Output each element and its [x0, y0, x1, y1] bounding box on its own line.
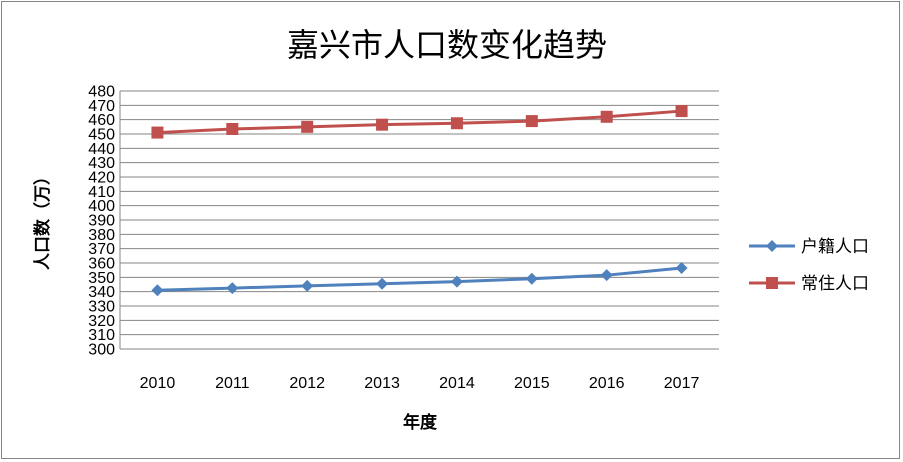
data-point: [226, 282, 239, 295]
legend-label: 户籍人口: [801, 237, 869, 257]
data-point: [450, 275, 463, 288]
y-tick-label: 390: [88, 213, 115, 230]
x-tick-label: 2014: [439, 375, 475, 392]
data-point: [600, 110, 613, 123]
data-point: [525, 272, 538, 285]
y-tick-label: 380: [88, 227, 115, 244]
x-axis-ticks: 2010 2011 2012 2013 2014 2015 2016 2017: [140, 375, 700, 392]
y-tick-label: 340: [88, 284, 115, 301]
series-1: [151, 262, 688, 297]
x-tick-label: 2017: [664, 375, 700, 392]
data-point: [525, 115, 538, 128]
y-tick-label: 300: [88, 342, 115, 359]
y-axis-ticks: 3003103203303403503603703803904004104204…: [88, 84, 115, 359]
legend-marker: [766, 277, 778, 289]
legend-item: 常住人口: [749, 274, 869, 294]
data-point: [600, 269, 613, 282]
y-tick-label: 400: [88, 198, 115, 215]
y-tick-label: 460: [88, 112, 115, 129]
series-layer: [151, 105, 688, 297]
x-tick-label: 2012: [289, 375, 325, 392]
data-point: [301, 120, 314, 133]
chart-title: 嘉兴市人口数变化趋势: [287, 26, 607, 64]
series-2: [151, 105, 688, 139]
data-point: [675, 105, 688, 118]
x-axis-title: 年度: [403, 412, 438, 433]
y-tick-label: 370: [88, 241, 115, 258]
gridlines: [119, 90, 719, 350]
data-point: [301, 279, 314, 292]
data-point: [376, 118, 389, 131]
y-tick-label: 470: [88, 98, 115, 115]
data-point: [226, 122, 239, 135]
data-point: [675, 262, 688, 275]
y-axis-title: 人口数（万）: [32, 168, 53, 270]
y-tick-label: 320: [88, 313, 115, 330]
data-point: [151, 284, 164, 297]
x-tick-label: 2013: [364, 375, 400, 392]
x-tick-label: 2011: [215, 375, 250, 392]
y-tick-label: 330: [88, 299, 115, 316]
series-line: [157, 109, 682, 135]
y-tick-label: 360: [88, 256, 115, 273]
y-tick-label: 480: [88, 84, 115, 101]
y-tick-label: 310: [88, 327, 115, 344]
y-tick-label: 440: [88, 141, 115, 158]
y-tick-label: 410: [88, 184, 115, 201]
y-tick-label: 450: [88, 127, 115, 144]
y-tick-label: 350: [88, 270, 115, 287]
data-point: [151, 126, 164, 139]
data-point: [450, 117, 463, 130]
legend-label: 常住人口: [801, 274, 869, 294]
data-point: [376, 277, 389, 290]
legend-marker: [766, 240, 778, 252]
x-tick-label: 2010: [140, 375, 176, 392]
x-tick-label: 2016: [589, 375, 625, 392]
x-tick-label: 2015: [514, 375, 550, 392]
y-tick-label: 420: [88, 170, 115, 187]
legend-item: 户籍人口: [749, 237, 869, 257]
y-tick-label: 430: [88, 155, 115, 172]
series-line: [157, 266, 682, 292]
